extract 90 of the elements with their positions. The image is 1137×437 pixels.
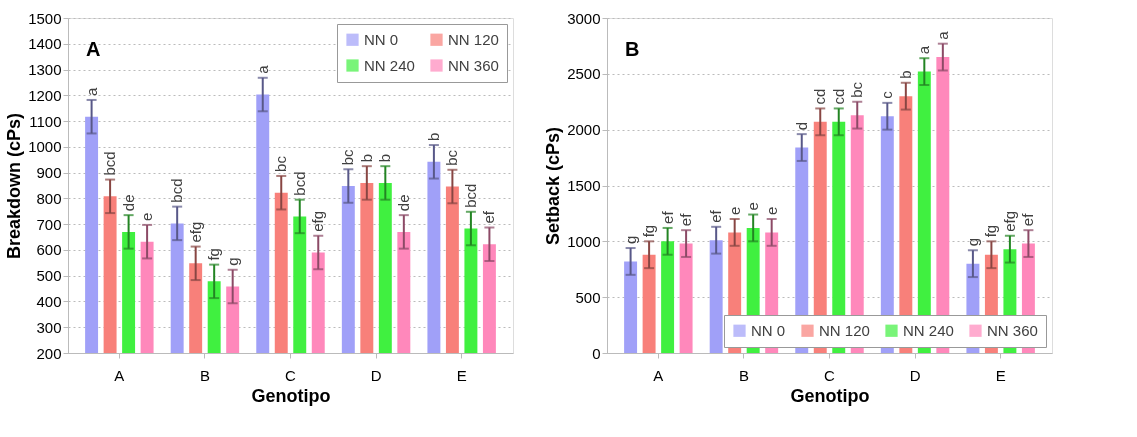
y-tick-label: 1100 bbox=[29, 112, 62, 130]
data-label: b bbox=[376, 153, 394, 163]
data-label: ef bbox=[707, 209, 725, 223]
data-label: cd bbox=[811, 88, 829, 105]
data-label: e bbox=[744, 202, 762, 211]
y-tick-label: 1500 bbox=[28, 9, 62, 27]
x-axis-title: Genotipo bbox=[251, 385, 331, 406]
legend-label: NN 360 bbox=[448, 56, 499, 74]
data-label: b bbox=[357, 153, 375, 163]
legend-label: NN 120 bbox=[448, 30, 499, 48]
data-label: fg bbox=[205, 248, 223, 261]
x-tick-label: D bbox=[909, 366, 921, 384]
bar bbox=[661, 241, 675, 353]
data-label: e bbox=[725, 206, 743, 215]
y-tick-label: 1300 bbox=[28, 61, 62, 79]
data-label: efg bbox=[309, 210, 327, 232]
data-label: ef bbox=[480, 210, 498, 224]
y-tick-label: 1200 bbox=[28, 86, 62, 104]
y-tick-label: 700 bbox=[36, 215, 62, 233]
legend-label: NN 0 bbox=[751, 321, 786, 339]
data-label: bcd bbox=[461, 183, 479, 208]
x-tick-label: B bbox=[738, 366, 749, 384]
data-label: ef bbox=[1019, 212, 1037, 227]
legend-label: NN 240 bbox=[903, 321, 954, 339]
data-label: c bbox=[878, 90, 896, 99]
y-tick-label: 1000 bbox=[28, 138, 62, 156]
data-label: b bbox=[896, 70, 914, 79]
y-tick-label: 1000 bbox=[567, 232, 601, 250]
data-label: a bbox=[82, 86, 100, 96]
bar bbox=[679, 243, 693, 353]
data-label: g bbox=[621, 235, 639, 245]
data-label: bc bbox=[443, 149, 461, 166]
data-label: de bbox=[394, 194, 412, 212]
data-label: g bbox=[223, 257, 241, 266]
data-label: a bbox=[933, 30, 951, 40]
x-tick-label: E bbox=[995, 366, 1006, 384]
data-label: e bbox=[138, 212, 156, 221]
y-tick-label: 500 bbox=[36, 267, 62, 285]
bar bbox=[709, 240, 723, 353]
data-label: bc bbox=[272, 155, 290, 172]
x-tick-label: B bbox=[199, 366, 210, 384]
x-axis-title: Genotipo bbox=[790, 385, 870, 406]
y-tick-label: 500 bbox=[575, 288, 601, 306]
data-label: bcd bbox=[101, 151, 119, 176]
y-tick-label: 2000 bbox=[567, 121, 601, 139]
bar bbox=[642, 254, 656, 353]
y-tick-label: 1500 bbox=[567, 177, 601, 194]
y-tick-label: 600 bbox=[36, 241, 62, 259]
legend-label: NN 360 bbox=[987, 321, 1038, 339]
y-tick-label: 200 bbox=[36, 344, 62, 362]
data-label: g bbox=[963, 237, 981, 247]
x-tick-label: C bbox=[824, 366, 836, 384]
bar bbox=[624, 261, 638, 353]
y-tick-label: 300 bbox=[36, 318, 62, 336]
data-label: cd bbox=[829, 88, 847, 105]
y-axis-title: Breakdown (cPs) bbox=[4, 112, 25, 260]
annotation: A bbox=[86, 38, 101, 60]
legend-label: NN 240 bbox=[364, 56, 415, 74]
data-label: ef bbox=[677, 212, 695, 227]
x-tick-label: A bbox=[653, 366, 664, 384]
data-label: bc bbox=[848, 81, 866, 98]
x-tick-label: D bbox=[370, 366, 382, 384]
data-label: efg bbox=[186, 221, 204, 243]
x-tick-label: C bbox=[285, 366, 297, 384]
data-label: efg bbox=[1000, 210, 1018, 232]
data-label: bcd bbox=[290, 171, 308, 196]
y-tick-label: 0 bbox=[592, 344, 601, 362]
data-label: e bbox=[762, 206, 780, 215]
legend-label: NN 120 bbox=[819, 321, 870, 339]
data-label: a bbox=[253, 64, 271, 74]
x-tick-label: A bbox=[114, 366, 125, 384]
data-label: ef bbox=[658, 210, 676, 224]
y-tick-label: 800 bbox=[36, 189, 62, 207]
data-label: de bbox=[119, 194, 137, 212]
y-tick-label: 3000 bbox=[567, 9, 601, 27]
data-label: fg bbox=[640, 224, 658, 238]
y-axis-title: Setback (cPs) bbox=[543, 126, 564, 246]
y-tick-label: 900 bbox=[36, 164, 62, 182]
data-label: bc bbox=[339, 148, 357, 166]
data-label: bcd bbox=[168, 178, 186, 203]
data-label: a bbox=[915, 45, 933, 55]
annotation: B bbox=[625, 38, 640, 60]
data-label: b bbox=[424, 132, 442, 142]
data-label: d bbox=[792, 121, 810, 131]
y-tick-label: 400 bbox=[36, 292, 62, 310]
x-tick-label: E bbox=[456, 366, 467, 384]
y-tick-label: 2500 bbox=[567, 65, 601, 83]
data-label: fg bbox=[982, 224, 1000, 238]
y-tick-label: 1400 bbox=[28, 35, 62, 53]
legend-label: NN 0 bbox=[364, 30, 399, 48]
